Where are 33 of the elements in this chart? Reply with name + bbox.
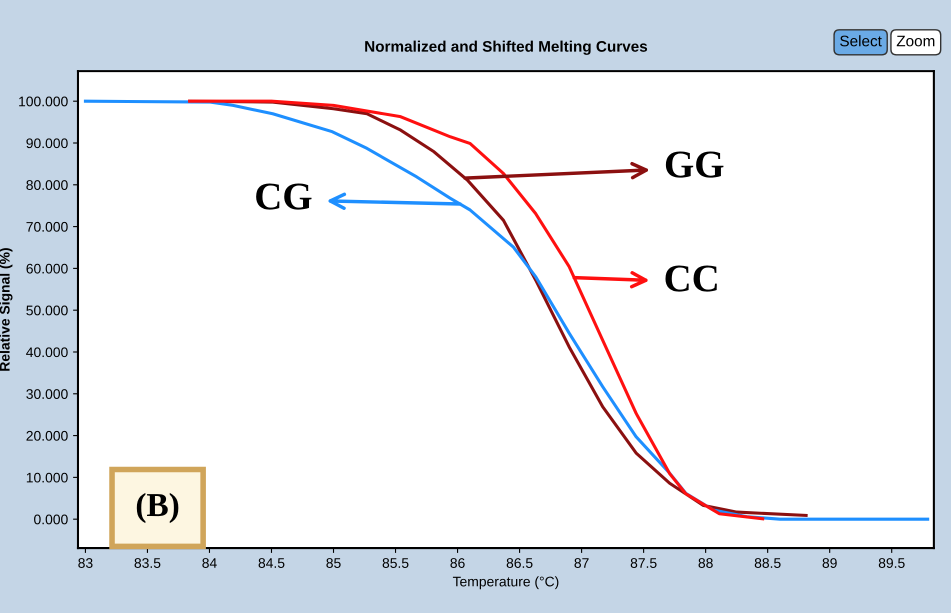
x-tick-label: 83.5	[134, 558, 160, 568]
chart-title: Normalized and Shifted Melting Curves	[365, 40, 648, 55]
x-tick-label: 89	[822, 558, 837, 568]
x-tick-label: 87	[574, 558, 589, 568]
x-axis-title: Temperature (°C)	[452, 576, 558, 590]
y-tick-label: 60.000	[26, 264, 68, 274]
y-tick-label: 30.000	[26, 389, 68, 399]
y-tick-label: 10.000	[26, 472, 68, 483]
y-tick-label: 80.000	[26, 180, 68, 190]
y-tick-label: 0.000	[34, 514, 68, 524]
y-tick-label: 90.000	[26, 138, 68, 148]
y-tick-label: 20.000	[26, 430, 68, 441]
x-tick-label: 86.5	[506, 558, 533, 568]
x-tick-label: 88	[698, 558, 713, 568]
x-tick-label: 85	[326, 558, 341, 568]
x-tick-label: 87.5	[630, 558, 657, 568]
y-tick-label: 70.000	[26, 222, 68, 232]
x-tick-label: 85.5	[382, 558, 408, 568]
y-tick-label: 100.000	[19, 96, 68, 106]
y-tick-label: 40.000	[26, 347, 68, 358]
annotation: (B)	[136, 492, 178, 524]
text: Zoom	[896, 36, 934, 46]
x-tick-label: 88.5	[754, 558, 781, 568]
x-tick-label: 84	[202, 558, 217, 568]
text: Select	[840, 35, 882, 46]
legend-label: CC	[665, 266, 717, 292]
series-label: CG	[256, 183, 312, 210]
x-tick-label: 86	[450, 558, 465, 568]
y-tick-label: 50.000	[26, 306, 68, 316]
x-tick-label: 89.5	[878, 558, 905, 568]
x-tick-label: 83	[78, 558, 93, 568]
x-tick-label: 84.5	[258, 558, 284, 568]
legend-label: GG	[666, 152, 724, 178]
